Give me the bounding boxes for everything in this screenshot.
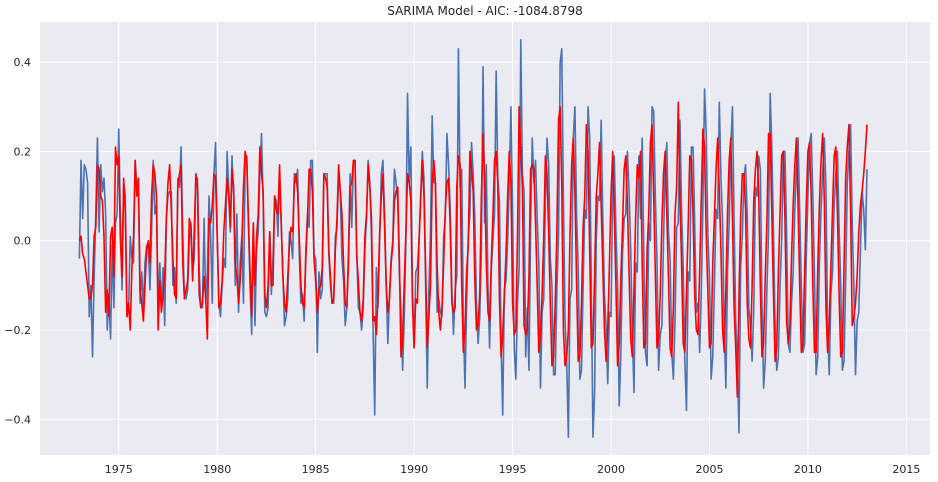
y-tick-label: 0.4	[14, 56, 32, 69]
observed-series-line	[78, 39, 868, 438]
x-tick-label: 1995	[499, 463, 527, 476]
fitted-series-line	[78, 101, 868, 398]
x-tick-label: 2000	[597, 463, 625, 476]
x-tick-label: 1985	[302, 463, 330, 476]
plot-background	[40, 22, 930, 455]
x-tick-labels: 1975 1980 1985 1990 1995 2000 2005 2010 2015	[105, 463, 921, 476]
y-tick-label: 0.2	[14, 145, 32, 158]
y-tick-label: −0.2	[4, 324, 31, 337]
x-tick-label: 1980	[203, 463, 231, 476]
x-tick-label: 1975	[105, 463, 133, 476]
x-tick-label: 2015	[892, 463, 920, 476]
x-tick-label: 1990	[400, 463, 428, 476]
x-tick-label: 2005	[695, 463, 723, 476]
y-tick-labels: −0.4 −0.2 0.0 0.2 0.4	[4, 56, 31, 426]
y-tick-label: 0.0	[14, 235, 32, 248]
x-tick-label: 2010	[794, 463, 822, 476]
chart-title: SARIMA Model - AIC: -1084.8798	[387, 4, 583, 18]
y-tick-label: −0.4	[4, 413, 31, 426]
series-lines	[78, 39, 868, 438]
